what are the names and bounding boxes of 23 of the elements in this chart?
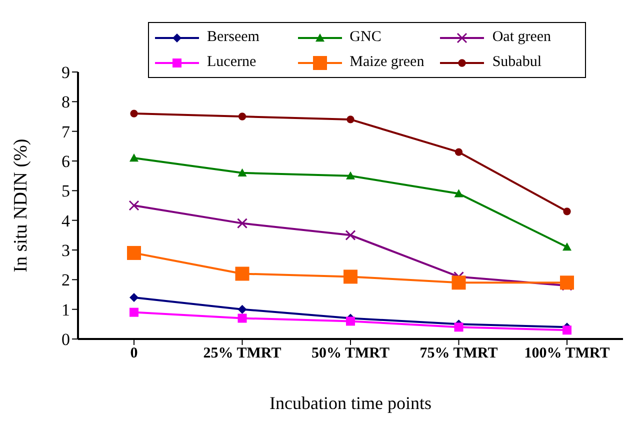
y-tick-label: 8	[62, 92, 70, 112]
x-tick-label: 25% TMRT	[203, 346, 282, 362]
x-tick-label: 50% TMRT	[312, 346, 390, 362]
y-tick-label: 9	[62, 63, 70, 82]
x-axis-title: Incubation time points	[270, 393, 432, 413]
y-tick-label: 5	[62, 182, 70, 201]
y-axis-title: In situ NDIN (%)	[10, 138, 32, 272]
x-tick-label: 100% TMRT	[524, 346, 610, 362]
x-tick-label: 0	[130, 346, 138, 362]
legend-label: Berseem	[207, 29, 260, 46]
y-tick-label: 1	[62, 300, 70, 320]
legend-label: GNC	[350, 29, 382, 46]
y-tick-label: 7	[62, 122, 70, 142]
y-tick-label: 2	[62, 270, 70, 290]
legend-label: Oat green	[492, 29, 552, 46]
legend-label: Subabul	[492, 54, 542, 71]
y-tick-label: 0	[62, 330, 70, 350]
legend-label: Lucerne	[207, 54, 256, 71]
y-tick-label: 3	[62, 241, 70, 260]
y-tick-label: 6	[62, 152, 70, 172]
legend-label: Maize green	[350, 54, 424, 71]
x-tick-label: 75% TMRT	[420, 346, 498, 362]
y-tick-label: 4	[62, 211, 70, 230]
